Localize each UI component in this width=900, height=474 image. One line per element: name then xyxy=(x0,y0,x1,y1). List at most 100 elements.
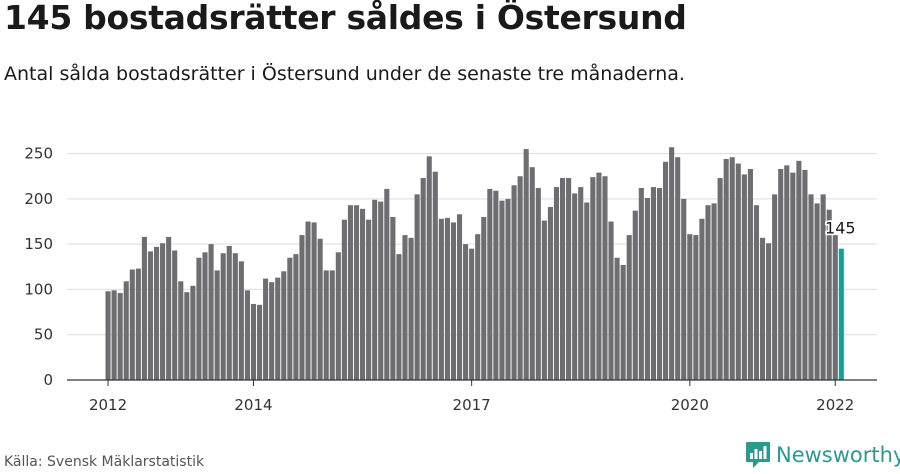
bar xyxy=(463,244,469,380)
bar xyxy=(475,234,481,380)
bar xyxy=(638,188,644,380)
bar xyxy=(693,235,699,380)
bar xyxy=(747,168,753,380)
bar xyxy=(269,282,275,380)
bar xyxy=(450,222,457,380)
bar xyxy=(826,209,832,380)
bar xyxy=(147,251,154,380)
y-tick-label: 100 xyxy=(24,280,53,298)
bar xyxy=(505,198,511,380)
bar xyxy=(772,194,778,380)
bar xyxy=(396,254,402,380)
bar xyxy=(432,171,438,380)
bar xyxy=(123,281,129,380)
bar xyxy=(372,199,378,380)
bar xyxy=(190,285,196,380)
bar xyxy=(420,178,426,380)
bar xyxy=(456,214,463,380)
bar xyxy=(753,205,760,380)
bar xyxy=(729,157,735,380)
bar xyxy=(335,252,341,380)
bar xyxy=(317,238,323,380)
bar xyxy=(669,147,675,380)
bar xyxy=(808,194,814,380)
bar xyxy=(408,237,414,380)
bar xyxy=(135,268,141,380)
bar xyxy=(287,257,293,380)
bar xyxy=(663,161,669,380)
value-labels: 145 xyxy=(823,217,857,240)
bar xyxy=(202,252,208,380)
brand-name: Newsworthy xyxy=(776,443,900,467)
y-tick-label: 50 xyxy=(34,326,53,344)
bar xyxy=(523,149,529,380)
bar xyxy=(602,176,608,380)
x-tick-label: 2020 xyxy=(671,396,709,414)
bar xyxy=(487,188,493,380)
bar xyxy=(129,269,135,380)
bar xyxy=(178,281,184,380)
bar xyxy=(384,188,390,380)
y-tick-label: 0 xyxy=(43,371,53,389)
bar xyxy=(517,176,523,380)
bar xyxy=(644,197,650,380)
bar xyxy=(493,190,499,380)
bar xyxy=(547,207,553,380)
bar xyxy=(244,290,250,380)
bar xyxy=(759,237,766,380)
newsworthy-brand[interactable]: Newsworthy xyxy=(745,441,900,469)
bar xyxy=(214,270,220,380)
bar xyxy=(226,245,232,380)
bar xyxy=(305,221,311,380)
bar xyxy=(117,293,123,380)
bar xyxy=(620,264,626,380)
bar xyxy=(390,216,396,380)
y-tick-label: 200 xyxy=(24,190,53,208)
bar xyxy=(426,156,432,380)
bar xyxy=(499,200,505,380)
bar xyxy=(535,188,541,380)
bar xyxy=(566,178,572,380)
bar xyxy=(311,222,317,380)
bar xyxy=(766,243,772,380)
bar xyxy=(347,205,353,380)
bar-series xyxy=(105,147,844,380)
bar xyxy=(444,217,450,380)
bar xyxy=(184,292,190,380)
bar xyxy=(608,221,614,380)
bar xyxy=(469,248,475,380)
bar xyxy=(541,220,547,380)
bar xyxy=(529,167,535,380)
bar xyxy=(711,203,717,380)
x-axis: 2012 2014 2017 2020 2022 xyxy=(67,379,877,414)
bar xyxy=(323,270,329,380)
bar xyxy=(778,168,784,380)
bar xyxy=(590,177,596,380)
bar xyxy=(741,174,747,380)
bar xyxy=(626,235,632,380)
bar xyxy=(735,163,741,380)
bar xyxy=(141,236,147,380)
bar xyxy=(723,159,729,380)
x-tick-label: 2012 xyxy=(89,396,127,414)
bar xyxy=(572,193,578,380)
bar xyxy=(796,160,802,380)
bar xyxy=(208,244,214,380)
bar xyxy=(263,278,269,380)
bar xyxy=(820,194,826,380)
bar xyxy=(196,257,202,380)
bar xyxy=(299,235,305,380)
bar xyxy=(293,254,299,380)
bar xyxy=(366,219,372,380)
bar xyxy=(111,290,117,380)
bar xyxy=(153,246,160,380)
bar xyxy=(584,202,590,380)
newsworthy-chart-logo-icon xyxy=(746,442,770,468)
bar xyxy=(687,234,693,380)
bar xyxy=(675,157,681,380)
bar xyxy=(511,185,517,380)
bar xyxy=(790,172,796,380)
bar xyxy=(656,188,663,380)
bar xyxy=(681,198,687,380)
